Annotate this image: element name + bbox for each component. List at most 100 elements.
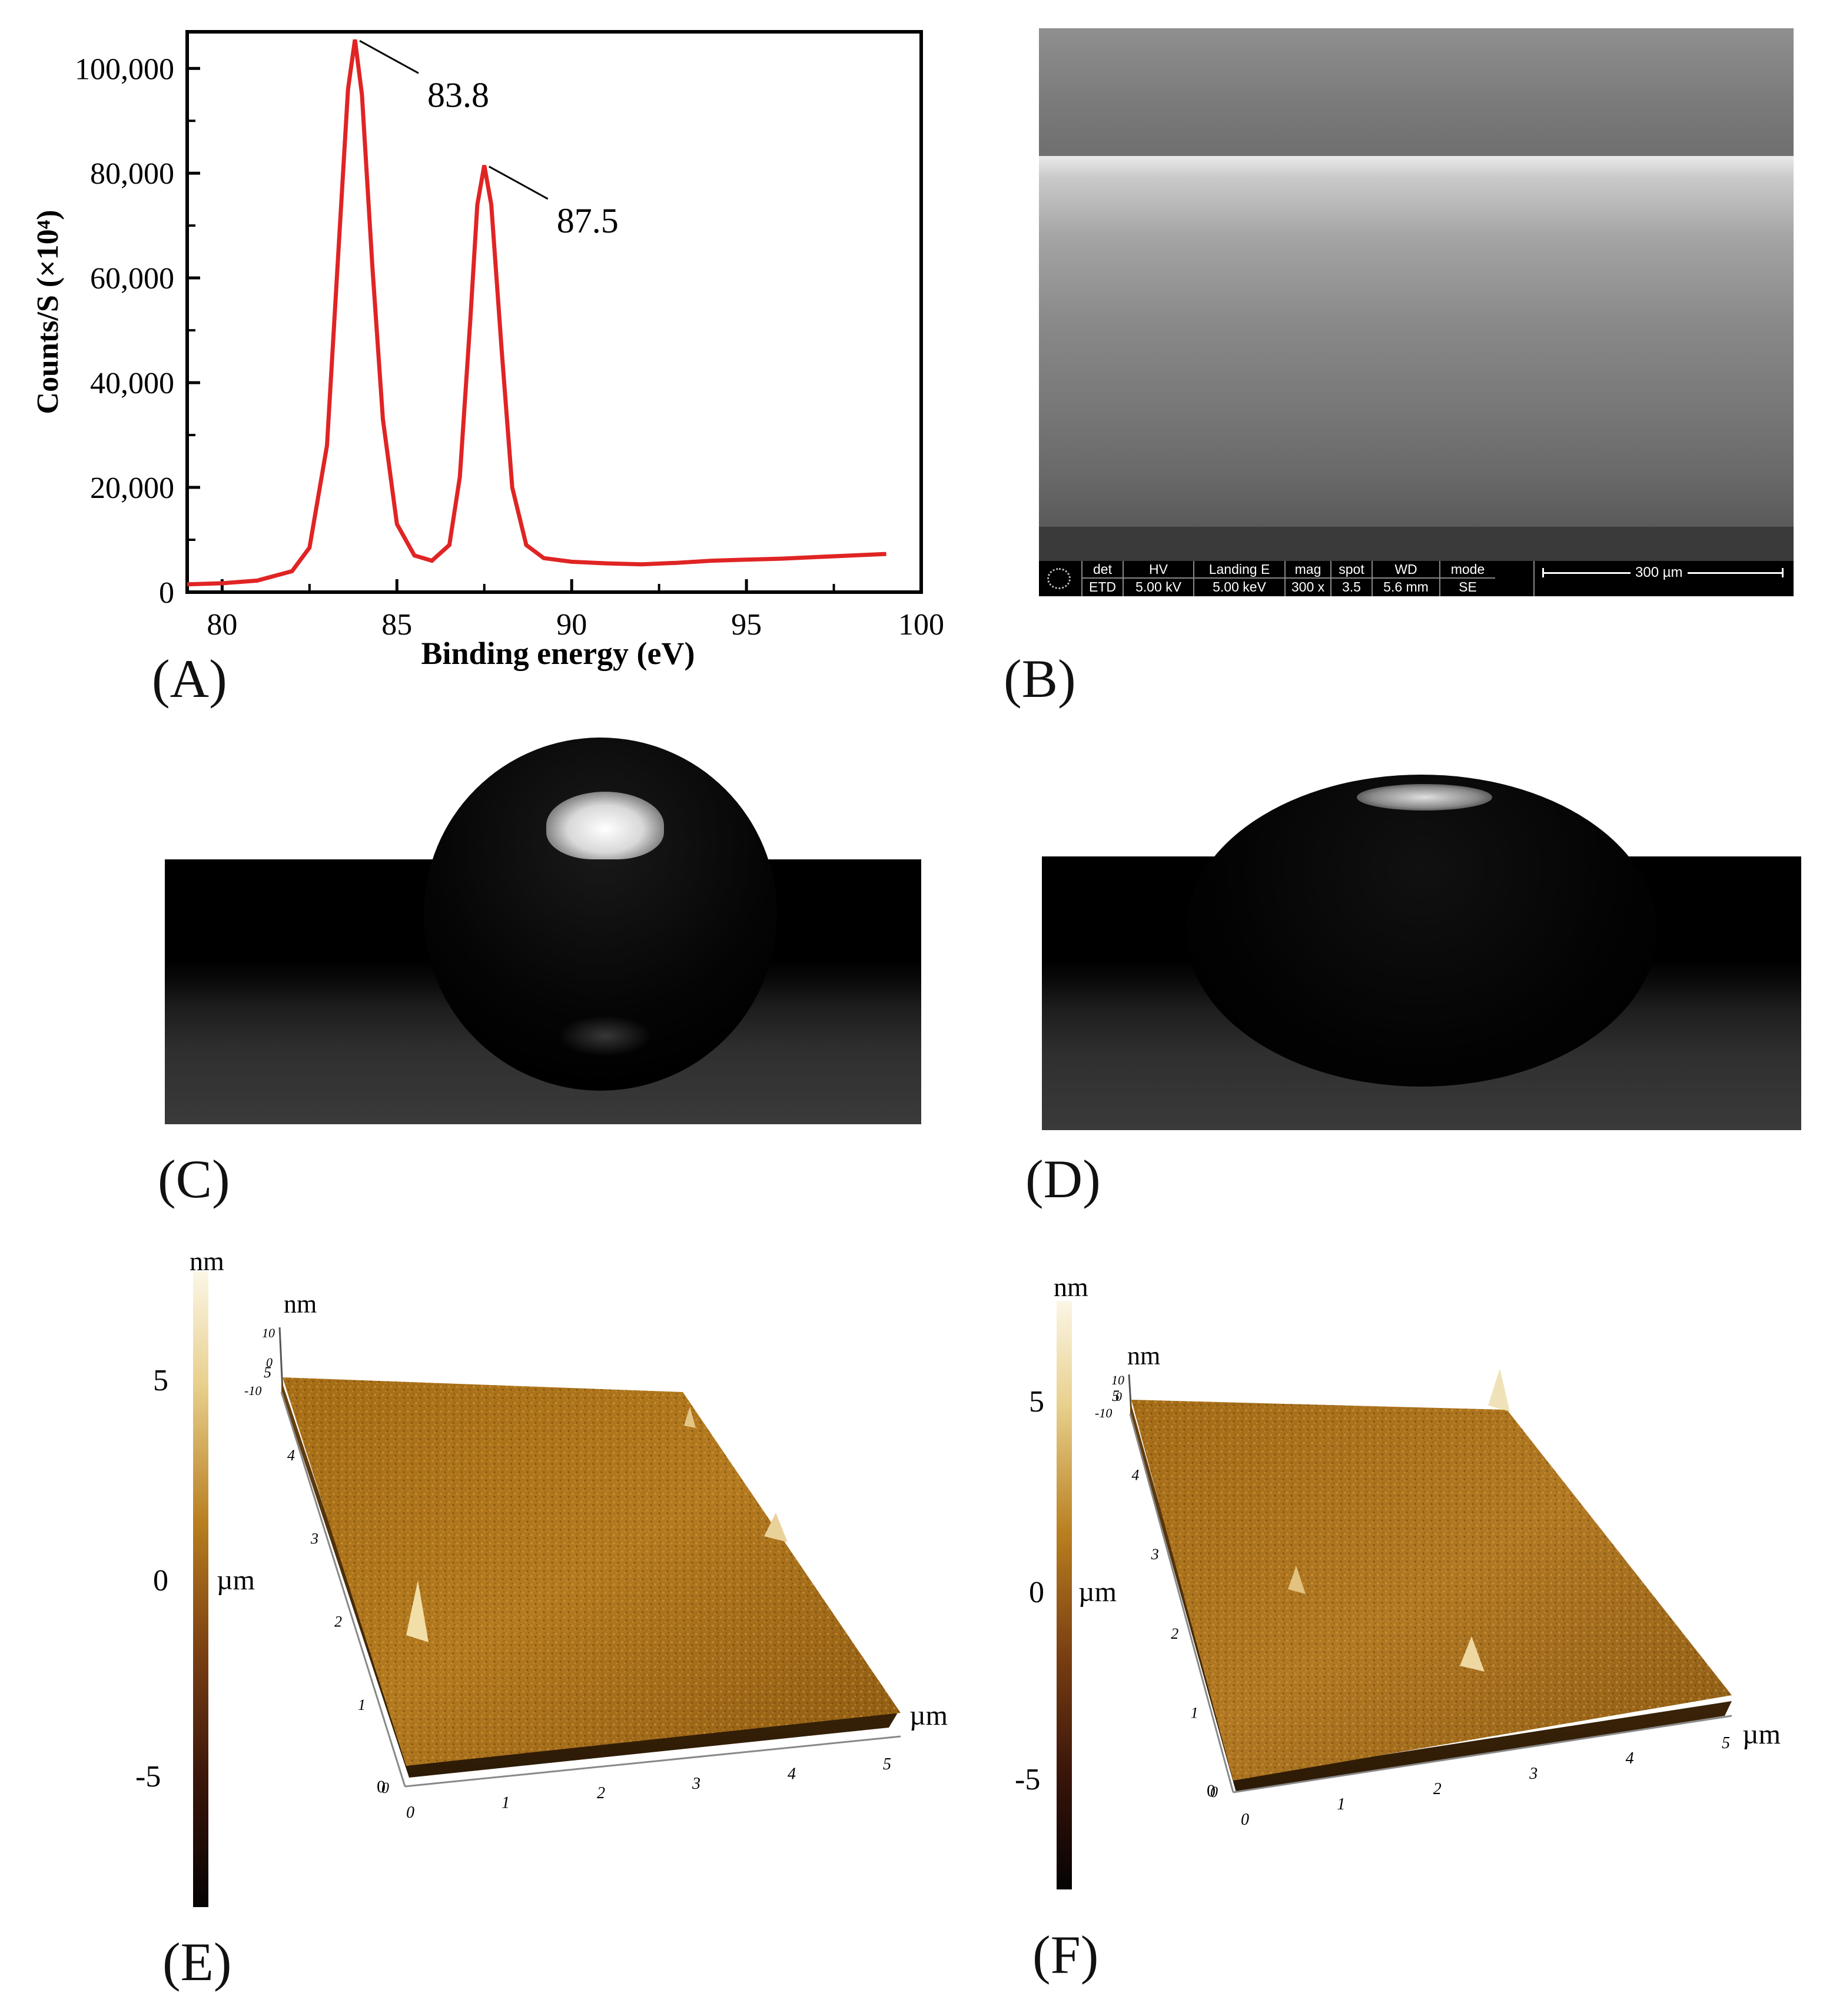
panel-label-d: (D)	[1025, 1149, 1101, 1209]
afm-y-tick: 1	[358, 1696, 366, 1713]
afm-x-tick: 2	[1433, 1780, 1442, 1798]
afm-spike	[1488, 1369, 1510, 1411]
afm-spike	[1288, 1566, 1306, 1594]
z-axis-unit: nm	[284, 1290, 317, 1318]
sem-param-cell: WD 5.6 mm	[1372, 561, 1439, 596]
sem-param-header: mode	[1450, 562, 1485, 577]
afm-x-tick: 2	[597, 1784, 605, 1802]
afm-y-tick: 2	[1171, 1625, 1178, 1642]
colorbar-unit: nm	[1054, 1272, 1088, 1302]
y-tick-label: 100,000	[75, 52, 174, 86]
y-tick-label: 20,000	[90, 471, 174, 505]
y-axis-unit: µm	[1078, 1576, 1117, 1608]
y-tick-label: 40,000	[90, 367, 174, 400]
afm-y-tick: 5	[1112, 1387, 1120, 1404]
sem-logo-icon	[1047, 568, 1071, 589]
panel-label-f: (F)	[1032, 1925, 1099, 1985]
y-tick-label: 80,000	[90, 157, 174, 191]
x-tick-label: 95	[731, 608, 762, 642]
sem-param-header: Landing E	[1208, 562, 1270, 577]
y-axis-line	[1129, 1413, 1234, 1793]
afm-x-tick: 5	[883, 1755, 891, 1773]
sem-fiber-bottom-region	[1039, 527, 1794, 562]
colorbar-tick: 0	[153, 1564, 168, 1597]
afm-y-tick: 3	[310, 1530, 318, 1547]
afm-spike	[764, 1513, 788, 1542]
x-tick-label: 85	[381, 608, 412, 642]
sem-param-value: 5.00 kV	[1124, 577, 1193, 595]
z-axis-line	[278, 1327, 284, 1391]
sem-param-header: det	[1093, 562, 1112, 577]
contact-angle-image-d	[1042, 765, 1801, 1130]
x-axis-line	[1233, 1715, 1732, 1794]
sem-image: det ETD HV 5.00 kV Landing E 5.00 keV mag 300 x…	[1039, 28, 1794, 596]
sem-param-value: 5.6 mm	[1373, 577, 1439, 595]
sem-param-value: 300 x	[1286, 577, 1330, 595]
z-tick: -10	[244, 1383, 261, 1398]
z-axis-unit: nm	[1127, 1341, 1160, 1370]
afm-x-tick: 1	[502, 1794, 510, 1812]
sem-param-cell: spot 3.5	[1330, 561, 1372, 596]
afm-x-tick: 0	[406, 1804, 414, 1822]
y-tick-label: 0	[159, 576, 174, 610]
sem-fiber-top-region	[1039, 28, 1794, 156]
afm-y-tick: 3	[1151, 1546, 1159, 1563]
sem-param-header: WD	[1394, 562, 1417, 577]
z-tick: 0	[266, 1355, 273, 1370]
x-axis-label: Binding energy (eV)	[421, 636, 695, 671]
sem-info-bar: det ETD HV 5.00 kV Landing E 5.00 keV mag 300 x…	[1039, 561, 1794, 596]
afm-y-tick: 1	[1191, 1704, 1198, 1721]
sem-param-value: 5.00 keV	[1194, 577, 1284, 595]
panel-label-b: (B)	[1004, 649, 1076, 709]
sem-param-cell: det ETD	[1081, 561, 1123, 596]
z-tick: 0	[1115, 1389, 1122, 1404]
colorbar-tick: 5	[1029, 1385, 1044, 1419]
sem-param-header: HV	[1149, 562, 1168, 577]
afm-surface-texture	[283, 1377, 901, 1766]
sem-param-value: SE	[1440, 577, 1495, 595]
droplet-highlight	[546, 792, 664, 859]
x-axis-line	[404, 1735, 901, 1788]
y-tick-label: 60,000	[90, 262, 174, 295]
afm-x-tick: 4	[788, 1765, 796, 1783]
sem-param-value: ETD	[1082, 577, 1123, 595]
afm-x-tick: 0	[1241, 1811, 1249, 1829]
peak-leader-line	[489, 165, 549, 200]
sem-param-cell: HV 5.00 kV	[1123, 561, 1193, 596]
sem-param-cell: mag 300 x	[1284, 561, 1330, 596]
afm-y-tick: 5	[264, 1364, 271, 1381]
afm-y-tick: 0	[1210, 1783, 1218, 1801]
afm-y-tick: 4	[287, 1447, 295, 1464]
sem-param-cell: mode SE	[1439, 561, 1495, 596]
colorbar-tick: 0	[1029, 1576, 1044, 1609]
scale-bar-tick-right	[1782, 568, 1784, 577]
xps-series-line	[187, 39, 886, 587]
afm-y-tick: 4	[1131, 1467, 1139, 1484]
x-axis-unit: µm	[1742, 1719, 1781, 1750]
x-tick-label: 80	[207, 608, 237, 642]
afm-y-tick: 0	[381, 1779, 389, 1796]
z-tick: 10	[262, 1326, 275, 1340]
z-tick: -10	[1095, 1406, 1112, 1420]
sem-param-header: mag	[1294, 562, 1321, 577]
panel-label-e: (E)	[162, 1932, 232, 1992]
scale-bar-tick-left	[1542, 568, 1544, 577]
peak-label: 83.8	[427, 75, 489, 114]
afm-origin-label: 0	[377, 1777, 386, 1796]
colorbar-unit: nm	[190, 1246, 224, 1276]
z-tick: 10	[1111, 1373, 1124, 1387]
afm-x-tick: 5	[1722, 1734, 1730, 1752]
sem-fiber	[1039, 156, 1794, 527]
colorbar	[193, 1271, 208, 1907]
sem-param-header: spot	[1339, 562, 1364, 577]
colorbar-tick: 5	[153, 1364, 168, 1397]
sem-scale-bar: 300 µm	[1542, 564, 1784, 581]
water-droplet	[1186, 775, 1657, 1087]
scale-bar-label: 300 µm	[1631, 564, 1688, 581]
afm-surface-texture	[1131, 1400, 1732, 1781]
afm-spike	[1460, 1636, 1485, 1672]
x-tick-label: 100	[898, 608, 944, 642]
peak-leader-line	[359, 40, 419, 74]
afm-x-tick: 3	[1529, 1765, 1538, 1783]
